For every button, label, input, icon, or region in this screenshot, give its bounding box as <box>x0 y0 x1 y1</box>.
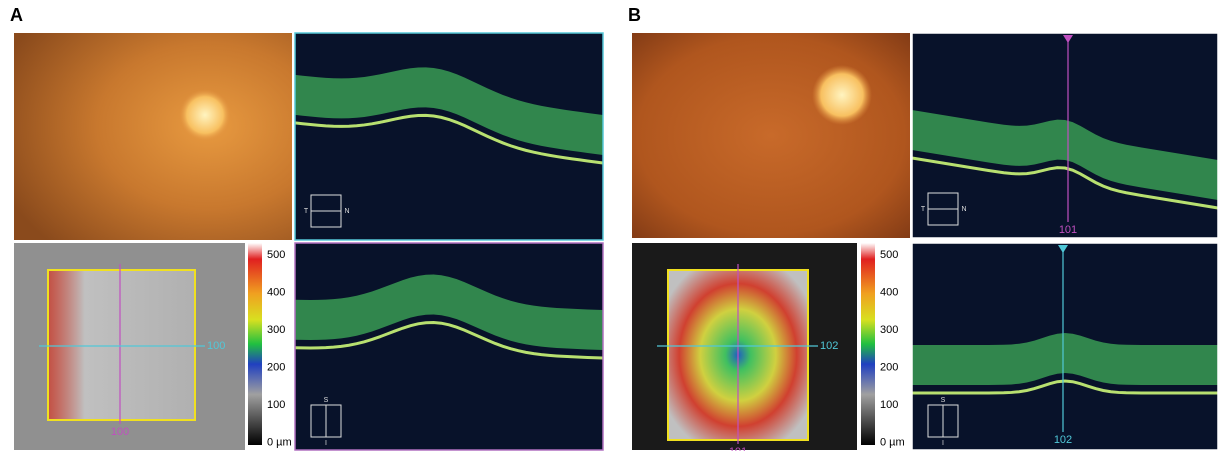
orientation-label: T <box>921 206 926 213</box>
colorbar-label: 300 <box>267 324 285 336</box>
panel-label: B <box>628 5 641 25</box>
orientation-label: T <box>304 208 309 215</box>
colorbar-label: 300 <box>880 324 898 336</box>
colorbar-label: 500 <box>267 249 285 261</box>
orientation-label: S <box>941 397 946 404</box>
fundus-photo <box>632 33 910 238</box>
optic-disc <box>812 65 872 125</box>
fundus-photo <box>14 33 292 240</box>
colorbar-label: 0 µm <box>267 436 292 448</box>
colorbar-label: 100 <box>880 399 898 411</box>
orientation-label: S <box>324 397 329 404</box>
colorbar-label: 400 <box>267 286 285 298</box>
orientation-label: N <box>961 206 966 213</box>
colorbar <box>248 243 262 445</box>
scan-label: 101 <box>1059 224 1077 236</box>
thickness-map <box>48 270 195 420</box>
colorbar <box>861 243 875 445</box>
colorbar-label: 500 <box>880 249 898 261</box>
scan-label: 102 <box>1054 434 1072 446</box>
colorbar-label: 200 <box>267 361 285 373</box>
orientation-label: I <box>942 440 944 447</box>
orientation-label: N <box>344 208 349 215</box>
colorbar-label: 400 <box>880 286 898 298</box>
optic-disc <box>179 89 231 141</box>
figure: A T N S I 100 100 500 400 300 200 100 0 µm B T N S I 102 10… <box>0 0 1218 451</box>
orientation-label: I <box>325 440 327 447</box>
map-v-label: 100 <box>111 426 129 438</box>
panel-label: A <box>10 5 23 25</box>
map-v-label: 101 <box>729 446 747 451</box>
map-h-label: 100 <box>207 340 225 352</box>
colorbar-label: 100 <box>267 399 285 411</box>
colorbar-label: 200 <box>880 361 898 373</box>
map-h-label: 102 <box>820 340 838 352</box>
colorbar-label: 0 µm <box>880 436 905 448</box>
